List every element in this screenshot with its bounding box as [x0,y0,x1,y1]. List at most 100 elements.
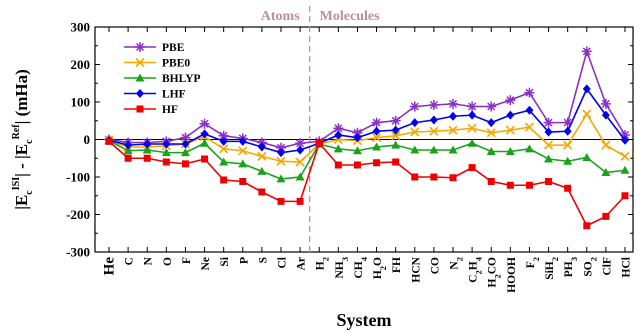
marker-triangle [276,174,286,183]
marker-square [124,154,132,162]
x-tick-label: NH3 [334,257,350,279]
series-line [108,87,626,154]
marker-square [373,159,381,167]
marker-x [219,144,229,154]
marker-x [391,131,401,141]
y-tick-label: -200 [66,207,90,222]
marker-triangle [391,140,401,149]
marker-triangle [123,146,133,155]
x-tick-label: SO2 [582,257,598,277]
marker-diamond [506,110,515,120]
marker-x [429,126,439,136]
legend-label: HF [162,104,178,116]
marker-star [582,47,591,56]
marker-diamond [238,136,247,146]
y-tick-label: 200 [71,57,91,72]
region-label-atoms: Atoms [261,9,300,24]
marker-triangle [486,147,496,155]
x-tick-label: N [143,256,155,265]
marker-x [601,140,611,150]
y-tick-label: -300 [66,245,90,260]
marker-star [181,133,190,142]
marker-star [563,118,572,127]
marker-square [239,178,247,185]
x-tick-label: H2 [315,257,331,270]
marker-x [563,140,573,150]
series-line [108,140,626,227]
marker-triangle [333,144,343,153]
marker-square [506,181,514,189]
y-axis-title: |EcISI| - |EcRef| (mHa) [11,69,35,210]
marker-x [410,127,420,137]
marker-square [181,160,189,168]
marker-diamond [525,105,534,115]
marker-square [220,176,228,184]
legend-entry: HF [124,104,178,116]
marker-square [449,174,457,182]
x-tick-label: Cl [277,257,289,269]
marker-triangle [200,138,210,147]
marker-triangle [238,159,248,168]
x-tick-label: F [181,257,193,264]
marker-x [582,109,592,119]
marker-square [621,192,629,200]
marker-x [257,151,267,161]
marker-diamond [277,148,285,158]
marker-x [486,128,496,138]
series-layer [104,46,630,230]
series-hf [105,137,629,230]
marker-triangle [620,165,630,174]
marker-triangle [135,73,145,82]
x-tick-label: O [162,257,174,266]
legend-entry: LHF [124,89,186,101]
marker-star [200,119,209,128]
marker-x [295,157,305,167]
marker-diamond [563,126,572,136]
marker-triangle [448,145,458,154]
x-tick-label: FH [391,257,403,273]
y-tick-label: -100 [66,170,90,185]
marker-square [430,173,438,181]
legend-label: BHLYP [162,73,201,85]
marker-x [505,125,515,135]
marker-diamond [200,129,209,139]
x-tick-label: H2CO [487,257,503,288]
marker-star [219,131,228,140]
marker-square [583,222,591,230]
marker-diamond [124,140,133,150]
marker-star [276,143,286,152]
marker-triangle [180,148,190,157]
marker-square [545,178,553,185]
marker-triangle [601,168,611,176]
marker-triangle [582,153,592,161]
x-tick-label: SiH2 [544,257,560,280]
marker-diamond [353,133,362,143]
marker-diamond [449,111,457,121]
marker-triangle [219,157,229,166]
marker-square [564,184,572,192]
marker-x [467,123,477,133]
marker-x [620,151,630,161]
marker-square [525,181,533,189]
marker-square [392,158,400,166]
series-line [108,48,626,149]
marker-triangle [161,148,171,157]
marker-star [601,99,610,108]
x-tick-label: N2 [449,257,465,270]
marker-triangle [257,166,267,175]
marker-diamond [219,136,228,146]
marker-star [410,102,419,111]
marker-diamond [468,110,477,120]
marker-square [487,178,495,185]
x-tick-label: PH3 [563,257,579,277]
series-line [108,139,626,180]
marker-square [411,173,419,181]
marker-star [296,139,305,148]
marker-x [238,146,248,156]
marker-star [506,96,515,105]
legend-label: PBE0 [162,58,190,70]
marker-square [136,105,144,113]
region-label-molecules: Molecules [320,9,380,24]
x-tick-label: HCN [410,256,422,282]
marker-x [371,133,382,143]
